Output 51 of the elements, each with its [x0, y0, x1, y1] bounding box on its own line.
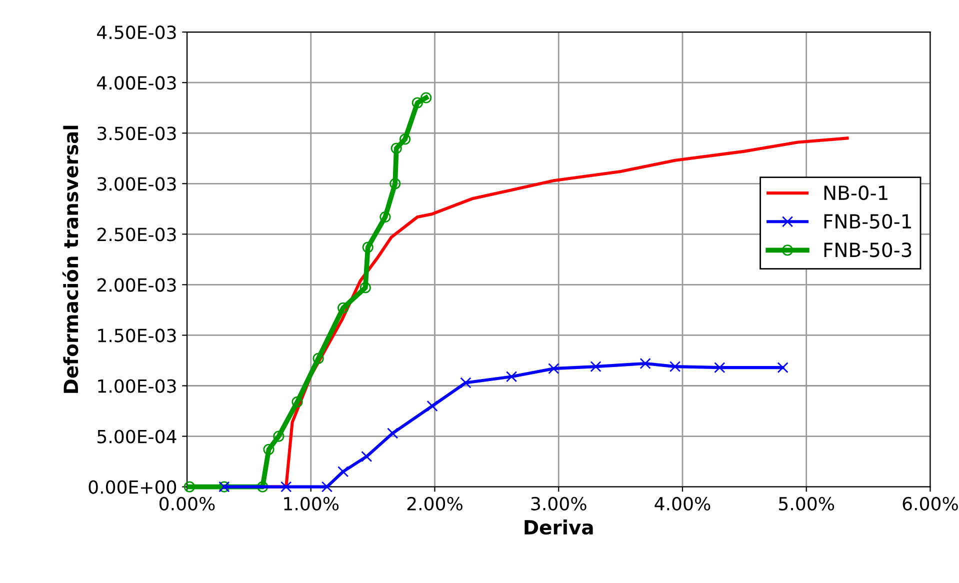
point: [273, 430, 284, 442]
legend-label: FNB-50-3: [824, 242, 912, 258]
point: [257, 481, 268, 492]
point: [280, 481, 292, 492]
point: [506, 371, 518, 382]
point: [292, 396, 303, 408]
y-axis-title: Deformación transversal: [62, 126, 78, 393]
y-tick-label: 4.00E-03: [97, 76, 176, 90]
point: [714, 362, 726, 374]
y-tick-label: 1.00E-03: [98, 379, 176, 393]
x-tick-label: 5.00%: [779, 496, 834, 511]
y-tick-label: 5.00E-04: [98, 430, 176, 444]
point: [387, 428, 398, 439]
y-tick-label: 3.00E-03: [98, 177, 176, 191]
point: [361, 450, 372, 462]
y-tick-label: 1.50E-03: [98, 328, 176, 342]
point: [399, 134, 411, 145]
point: [390, 142, 402, 154]
point: [460, 377, 472, 388]
point: [321, 481, 333, 492]
x-tick-label: 3.00%: [531, 496, 586, 511]
y-tick-label: 2.50E-03: [98, 228, 176, 242]
y-tick-label: 3.50E-03: [98, 126, 176, 140]
legend-label: NB-0-1: [824, 185, 888, 200]
y-tick-label: 2.00E-03: [98, 278, 176, 292]
x-tick-label: 4.00%: [654, 496, 710, 511]
point: [777, 362, 788, 374]
point: [426, 400, 438, 412]
point: [670, 360, 681, 372]
point: [390, 178, 401, 190]
y-tick-label: 0.00E+00: [88, 480, 176, 494]
point: [420, 92, 432, 104]
point: [380, 211, 391, 223]
legend-label: FNB-50-1: [824, 214, 911, 229]
x-tick-label: 2.00%: [407, 496, 462, 511]
y-tick-label: 4.50E-03: [97, 26, 176, 40]
point: [184, 481, 196, 492]
point: [640, 358, 651, 370]
point: [338, 466, 349, 478]
point: [338, 302, 349, 314]
point: [412, 97, 423, 108]
x-tick-label: 6.00%: [902, 496, 958, 511]
point: [263, 444, 274, 455]
x-tick-label: 1.00%: [284, 496, 339, 511]
point: [362, 242, 374, 253]
point: [548, 363, 560, 374]
point: [312, 352, 324, 364]
x-axis-title: Deriva: [524, 520, 593, 535]
point: [590, 360, 602, 372]
point: [360, 282, 371, 294]
x-tick-label: 0.00%: [160, 496, 215, 511]
